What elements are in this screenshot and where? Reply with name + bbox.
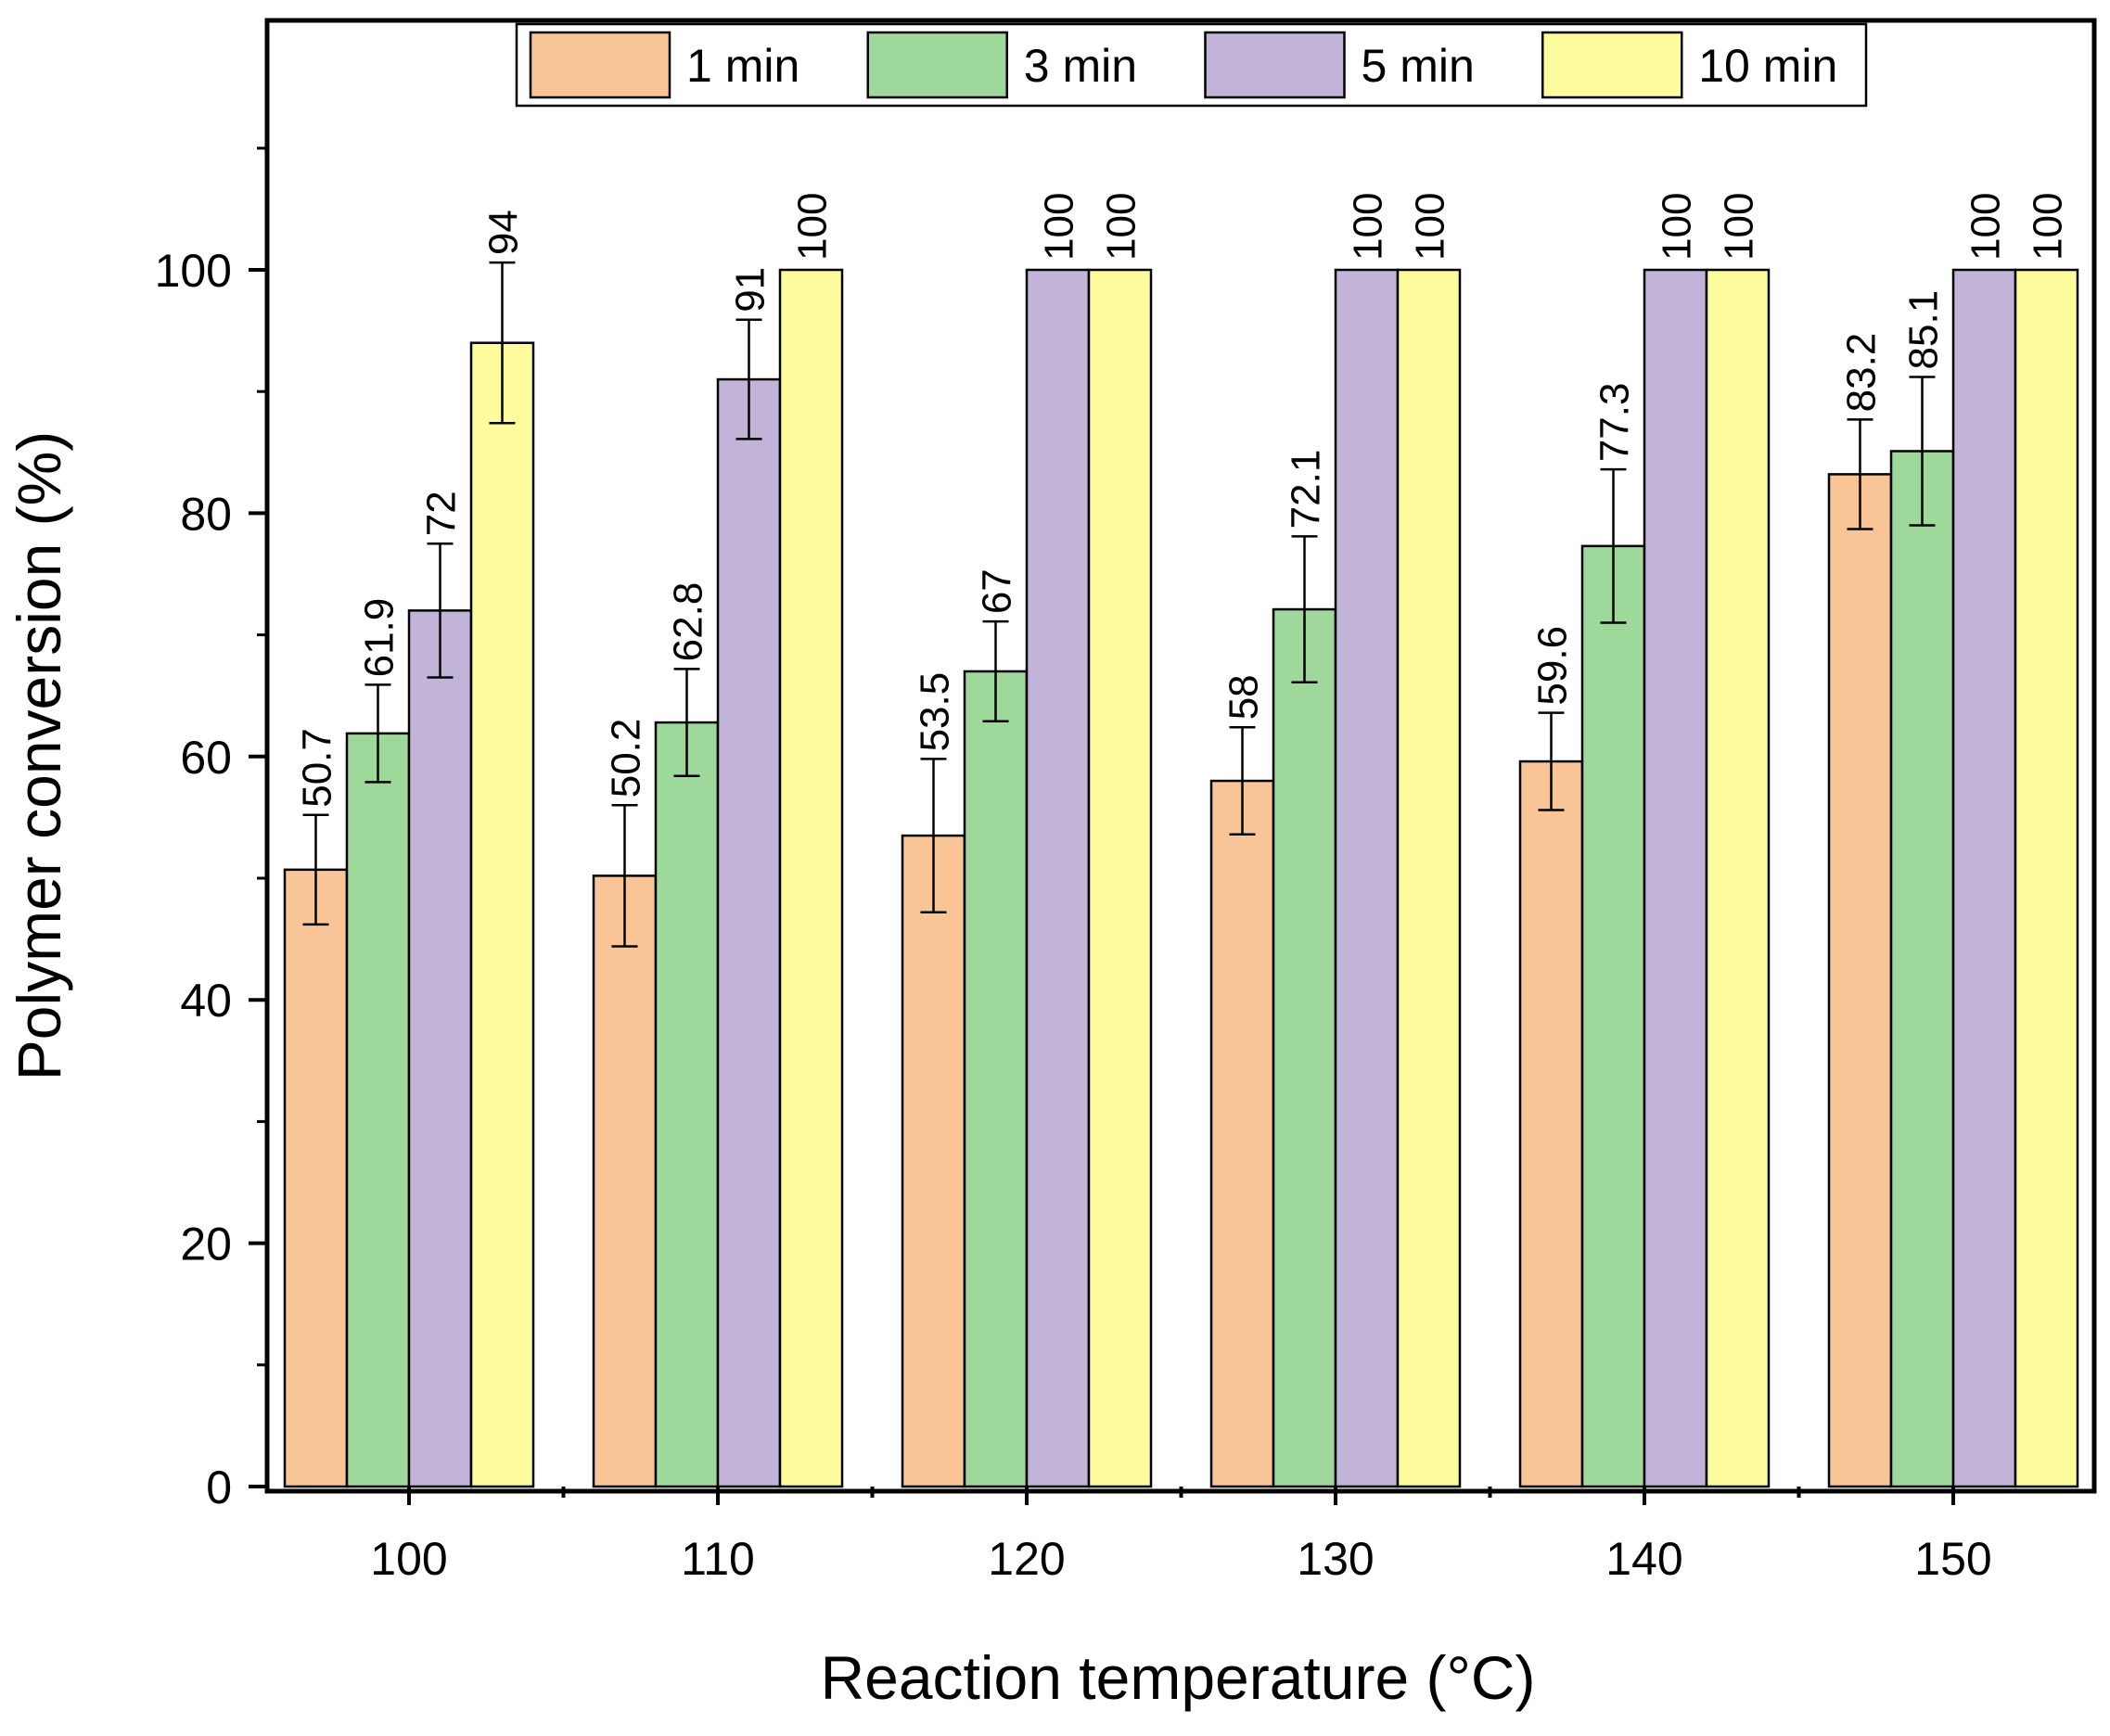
data-label: 94 [481, 210, 527, 255]
y-tick-label: 60 [180, 732, 232, 784]
bar [963, 670, 1029, 1488]
x-axis-title: Reaction temperature (°C) [820, 1643, 1535, 1712]
data-label: 100 [1963, 193, 2009, 261]
y-tick-label: 80 [180, 488, 232, 540]
legend-swatch [866, 31, 1008, 99]
data-label: 61.9 [357, 598, 403, 678]
data-label: 62.8 [666, 582, 711, 662]
legend-label: 1 min [686, 40, 799, 92]
legend-label: 3 min [1024, 40, 1137, 92]
bar [654, 721, 720, 1488]
data-label: 50.7 [295, 728, 340, 808]
axes-layer: 100 110 120 130 140 150 0 20 40 60 80 100 [155, 147, 1992, 1585]
data-label: 100 [1037, 193, 1082, 261]
x-tick-label: 140 [1605, 1533, 1682, 1585]
legend-label: 10 min [1698, 40, 1837, 92]
data-label: 100 [1717, 193, 1762, 261]
data-label: 59.6 [1530, 626, 1576, 706]
bar [1396, 268, 1462, 1488]
bar [1705, 268, 1771, 1488]
data-label: 100 [790, 193, 836, 261]
x-tick-label: 120 [988, 1533, 1065, 1585]
x-tick-label: 110 [681, 1533, 755, 1585]
bar [2014, 268, 2079, 1488]
data-label: 91 [728, 267, 774, 313]
legend: 1 min 3 min 5 min 10 min [515, 22, 1868, 108]
bar [1580, 544, 1646, 1488]
bar [1827, 473, 1893, 1488]
data-label: 100 [1655, 193, 1700, 261]
bar [716, 377, 782, 1488]
bar [469, 341, 535, 1488]
legend-swatch [529, 31, 671, 99]
legend-swatch [1541, 31, 1683, 99]
x-tick-label: 150 [1914, 1533, 1991, 1585]
data-label: 77.3 [1592, 383, 1638, 463]
bar [1209, 779, 1275, 1488]
bar [1889, 450, 1955, 1488]
bar [592, 874, 658, 1488]
data-label: 67 [975, 568, 1020, 614]
y-tick-label: 40 [180, 975, 232, 1027]
data-label: 72.1 [1284, 450, 1329, 530]
bar [407, 609, 473, 1488]
data-label: 100 [2026, 193, 2071, 261]
y-tick-label: 100 [155, 245, 232, 297]
bar [1025, 268, 1091, 1488]
bar [1951, 268, 2017, 1488]
legend-swatch [1204, 31, 1346, 99]
data-label: 100 [1408, 193, 1453, 261]
y-tick-label: 20 [180, 1219, 232, 1270]
y-axis-title: Polymer conversion (%) [5, 431, 73, 1081]
bar [1643, 268, 1708, 1488]
data-label: 100 [1346, 193, 1391, 261]
bars-layer: 50.7 61.9 72 94 50.2 62.8 91 100 53.5 67 100 100 58 7… [283, 193, 2079, 1488]
bar [1087, 268, 1153, 1488]
data-label: 50.2 [604, 719, 649, 798]
y-tick-label: 0 [206, 1462, 232, 1513]
data-label: 72 [419, 491, 465, 536]
data-label: 58 [1221, 674, 1267, 720]
data-label: 53.5 [913, 672, 958, 752]
bar [1334, 268, 1400, 1488]
x-tick-label: 130 [1297, 1533, 1374, 1585]
legend-label: 5 min [1362, 40, 1475, 92]
bar [778, 268, 844, 1488]
data-label: 85.1 [1901, 290, 1947, 370]
bar [901, 834, 966, 1488]
bar [283, 868, 349, 1488]
bar [1518, 760, 1584, 1488]
data-label: 83.2 [1839, 333, 1885, 413]
x-tick-label: 100 [370, 1533, 447, 1585]
bar [1272, 607, 1337, 1488]
bar [345, 732, 411, 1488]
plot-frame [264, 18, 2097, 1494]
data-label: 100 [1099, 193, 1145, 261]
